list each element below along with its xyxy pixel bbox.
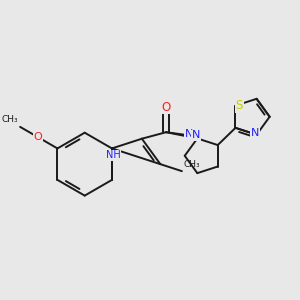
Text: CH₃: CH₃	[184, 160, 200, 169]
Text: NH: NH	[106, 150, 121, 160]
Text: N: N	[184, 129, 193, 139]
Text: O: O	[161, 100, 171, 113]
Text: O: O	[34, 132, 42, 142]
Text: S: S	[236, 99, 243, 112]
Text: N: N	[192, 130, 200, 140]
Text: N: N	[251, 128, 259, 138]
Text: CH₃: CH₃	[2, 116, 19, 124]
